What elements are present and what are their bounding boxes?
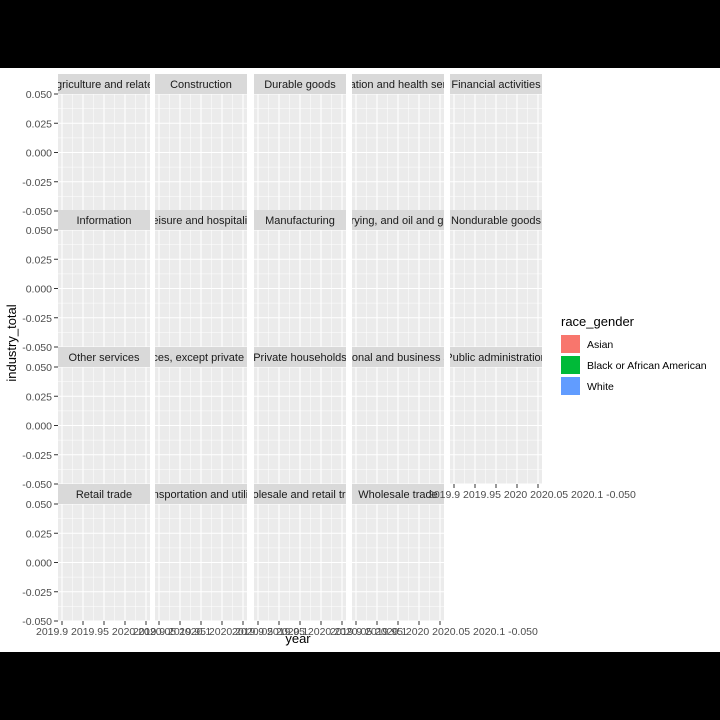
facet-strip-label: Information xyxy=(76,215,131,227)
facet-panel: Nondurable goods xyxy=(450,210,542,348)
y-tick-label: -0.025 xyxy=(22,177,52,189)
facet-strip xyxy=(155,484,247,504)
facet-panel: Transportation and utilities xyxy=(137,484,266,622)
legend-title: race_gender xyxy=(561,314,635,329)
x-tick-label-strip: 2019.9 2019.95 2020 2020.05 2020.1 xyxy=(232,626,407,638)
y-tick-label: 0.050 xyxy=(26,362,52,374)
facet-panel: Agriculture and related xyxy=(49,74,160,212)
facet-panel: Leisure and hospitality xyxy=(146,210,256,348)
facet-panel: Information xyxy=(58,210,150,348)
facet-panel: Retail trade xyxy=(58,484,150,622)
y-tick-label: -0.050 xyxy=(22,206,52,218)
x-axes: 2019.9 2019.95 2020 2020.05 2020.12019.9… xyxy=(36,484,636,638)
facet-strip xyxy=(58,347,150,367)
facet-strip xyxy=(155,210,247,230)
legend-keys: Asian Black or African American White xyxy=(561,335,707,395)
y-tick-label: 0.025 xyxy=(26,118,52,130)
facet-strip xyxy=(352,210,444,230)
y-tick-label: -0.025 xyxy=(22,450,52,462)
facet-strip-label: Professional and business services xyxy=(312,352,484,364)
facet-strip-label: Financial activities xyxy=(451,79,541,91)
facet-strip-label: Education and health services xyxy=(325,79,472,91)
y-tick-label: 0.025 xyxy=(26,391,52,403)
legend-key-label: Black or African American xyxy=(587,360,707,372)
facet-strip-label: Durable goods xyxy=(264,79,336,91)
facet-strip xyxy=(450,210,542,230)
y-tick-label: 0.000 xyxy=(26,421,52,433)
legend-key-swatch xyxy=(561,335,580,353)
y-tick-label: 0.000 xyxy=(26,148,52,160)
facet-panel: Financial activities xyxy=(450,74,542,212)
facet-strip-label: Construction xyxy=(170,79,232,91)
facet-strip xyxy=(254,210,346,230)
facet-strip-label: Wholesale trade xyxy=(358,489,438,501)
facet-strip-label: Other services, except private household… xyxy=(99,352,304,364)
facet-strip-label: Transportation and utilities xyxy=(137,489,266,501)
facet-panel: Wholesale and retail trade xyxy=(236,484,364,622)
legend-key-label: White xyxy=(587,381,614,393)
legend-key-swatch xyxy=(561,377,580,395)
facet-strip xyxy=(254,347,346,367)
facet-panel: Other services xyxy=(58,347,150,485)
facet-strip xyxy=(58,74,150,94)
facet-panels: Agriculture and related Construction Durab… xyxy=(49,74,547,622)
facet-strip-label: Retail trade xyxy=(76,489,132,501)
facet-strip xyxy=(450,74,542,94)
legend-key-swatch xyxy=(561,356,580,374)
plot-area: Agriculture and related Construction Durab… xyxy=(0,68,720,652)
facet-panel: Wholesale trade xyxy=(352,484,444,622)
y-tick-label: -0.050 xyxy=(22,479,52,491)
facet-strip-label: Other services xyxy=(69,352,140,364)
y-tick-label: 0.050 xyxy=(26,89,52,101)
faceted-chart: Agriculture and related Construction Durab… xyxy=(4,74,707,646)
x-tick-label-strip: 2019.9 2019.95 2020 2020.05 2020.1 xyxy=(133,626,308,638)
facet-strip-label: Manufacturing xyxy=(265,215,335,227)
facet-panel: Professional and business services xyxy=(312,347,484,485)
facet-strip-label: Agriculture and related xyxy=(49,79,160,91)
facet-strip xyxy=(254,74,346,94)
facet-panel: Public administration xyxy=(445,347,547,485)
y-tick-label: -0.025 xyxy=(22,587,52,599)
x-tick-label-strip: 2019.9 2019.95 2020 2020.05 2020.1 -0.05… xyxy=(330,626,538,638)
y-tick-label: 0.050 xyxy=(26,499,52,511)
facet-strip xyxy=(58,484,150,504)
legend-key-label: Asian xyxy=(587,339,613,351)
facet-strip-label: Leisure and hospitality xyxy=(146,215,256,227)
facet-panel: Private households xyxy=(253,347,347,485)
facet-strip xyxy=(254,484,346,504)
facet-panel: Education and health services xyxy=(325,74,472,212)
x-tick-label-strip: 2019.9 2019.95 2020 2020.05 2020.1 -0.05… xyxy=(428,489,636,501)
facet-strip xyxy=(450,347,542,367)
facet-panel: Durable goods xyxy=(254,74,346,212)
facet-strip xyxy=(352,347,444,367)
facet-panel: Other services, except private household… xyxy=(99,347,304,485)
facet-strip-label: Nondurable goods xyxy=(451,215,541,227)
facet-strip-label: Public administration xyxy=(445,352,547,364)
x-axis-title: year xyxy=(285,631,311,646)
legend: race_gender Asian Black or African Americ… xyxy=(561,314,707,395)
facet-strip-label: Wholesale and retail trade xyxy=(236,489,364,501)
x-tick-label-strip: 2019.9 2019.95 2020 2020.05 2020.1 xyxy=(36,626,211,638)
facet-strip xyxy=(352,484,444,504)
facet-strip xyxy=(155,347,247,367)
y-axes: 0.050 0.025 0.000 -0.025 -0.050 0.050 0.025 0.0… xyxy=(22,89,58,628)
facet-strip xyxy=(352,74,444,94)
y-axis-title: industry_total xyxy=(4,304,19,381)
facet-panel: Manufacturing xyxy=(254,210,346,348)
y-tick-label: -0.050 xyxy=(22,342,52,354)
y-tick-label: -0.025 xyxy=(22,313,52,325)
y-tick-label: 0.025 xyxy=(26,254,52,266)
facet-strip-label: Private households xyxy=(253,352,347,364)
y-tick-label: 0.000 xyxy=(26,558,52,570)
facet-strip xyxy=(58,210,150,230)
y-tick-label: 0.000 xyxy=(26,284,52,296)
y-tick-label: 0.025 xyxy=(26,528,52,540)
facet-strip-label: Mining, quarrying, and oil and gas extra… xyxy=(290,215,506,227)
y-tick-label: -0.050 xyxy=(22,616,52,628)
y-tick-label: 0.050 xyxy=(26,225,52,237)
facet-panel: Construction xyxy=(155,74,247,212)
facet-strip xyxy=(155,74,247,94)
